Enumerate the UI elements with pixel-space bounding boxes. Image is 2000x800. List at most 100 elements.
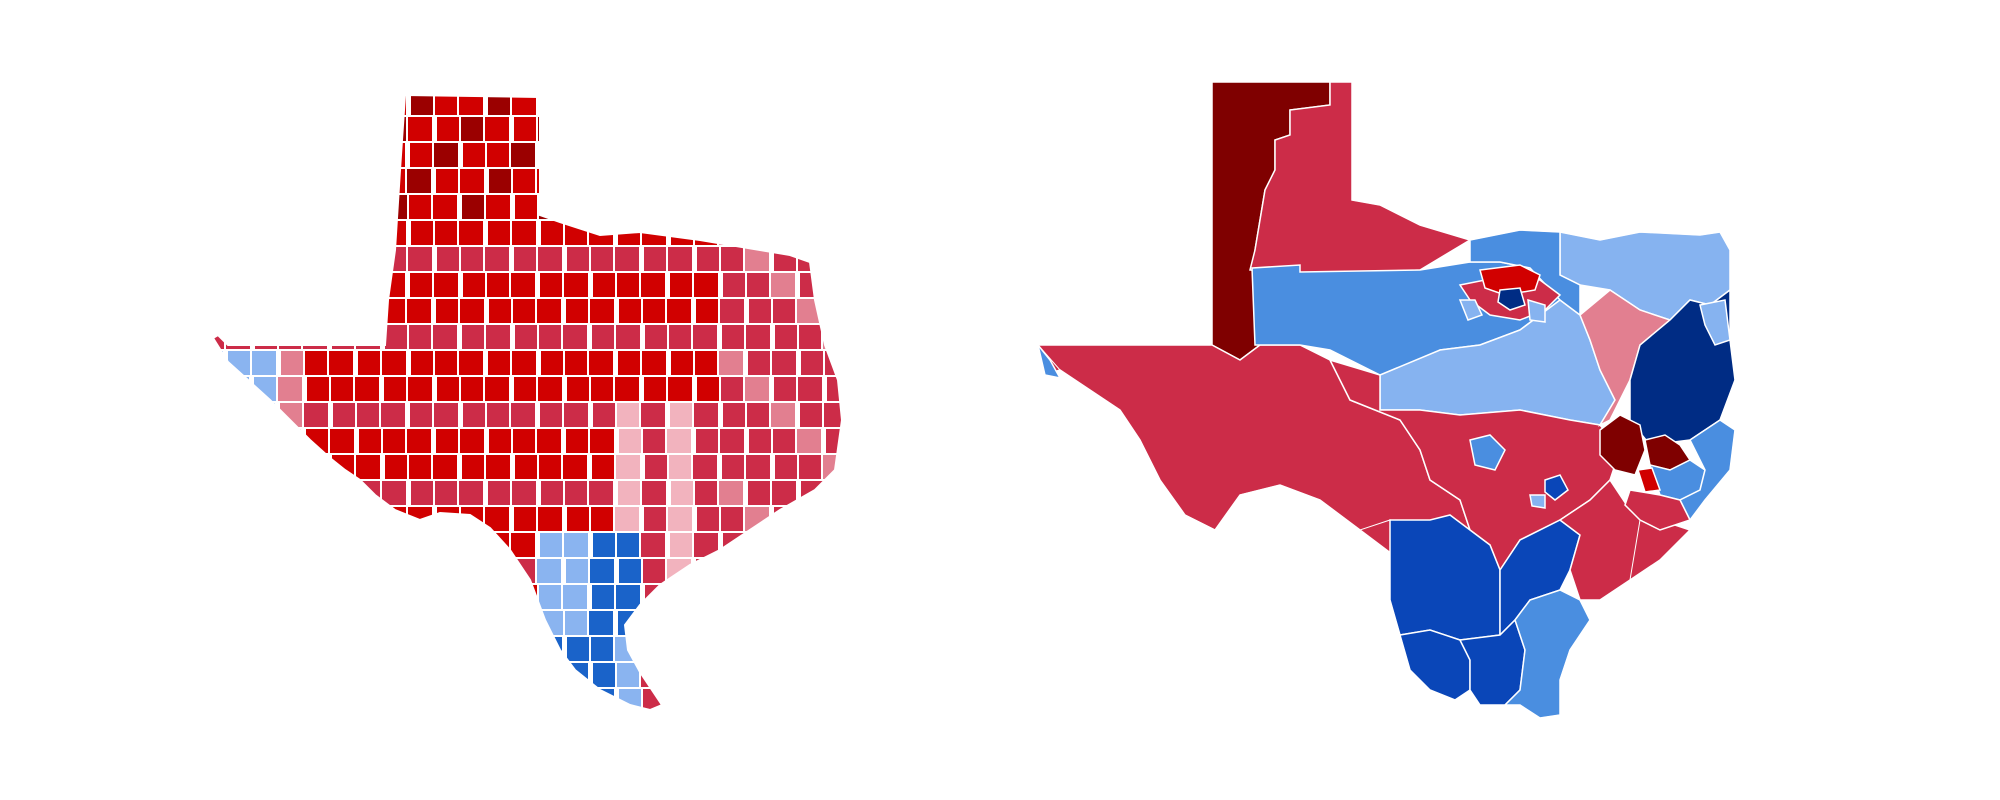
county-cell xyxy=(434,297,462,325)
county-cell xyxy=(225,531,253,559)
county-cell xyxy=(405,427,433,455)
county-cell xyxy=(694,167,722,195)
county-cell xyxy=(822,141,842,169)
county-cell xyxy=(613,375,641,403)
county-cell xyxy=(278,141,306,169)
county-cell xyxy=(253,453,281,481)
county-cell xyxy=(512,245,540,273)
county-cell xyxy=(408,401,436,429)
county-cell xyxy=(432,531,460,559)
county-cell xyxy=(692,271,720,299)
county-cell xyxy=(746,479,774,507)
county-cell xyxy=(327,479,355,507)
county-cell xyxy=(510,349,538,377)
county-cell xyxy=(484,583,512,611)
county-cell xyxy=(279,95,307,117)
county-cell xyxy=(643,193,671,221)
county-cell xyxy=(483,245,511,273)
county-cell xyxy=(825,635,842,663)
county-cell xyxy=(667,193,695,221)
county-cell xyxy=(380,349,408,377)
county-cell xyxy=(799,609,827,637)
county-cell xyxy=(213,95,225,117)
county-cell xyxy=(563,609,591,637)
county-cell xyxy=(694,687,722,710)
county-cell xyxy=(485,401,513,429)
county-cell xyxy=(433,95,461,117)
county-cell xyxy=(510,219,538,247)
county-cell xyxy=(798,714,824,740)
texas-district-map-svg xyxy=(1036,81,1736,719)
county-cell xyxy=(616,95,644,117)
county-cell xyxy=(823,609,842,637)
county-cell xyxy=(514,714,540,740)
district-coastal-mid xyxy=(1558,478,1692,601)
county-cell xyxy=(226,95,254,117)
county-cell xyxy=(457,609,485,637)
county-cell xyxy=(408,531,436,559)
county-cell xyxy=(353,375,381,403)
county-cell xyxy=(380,609,408,637)
county-cell xyxy=(251,557,279,585)
county-cell xyxy=(213,271,229,299)
county-cell xyxy=(538,661,566,689)
county-cell xyxy=(461,714,487,740)
county-cell xyxy=(327,219,355,247)
county-cell xyxy=(381,687,409,710)
county-cell xyxy=(614,193,642,221)
county-cell xyxy=(617,167,645,195)
county-cell xyxy=(721,714,747,740)
county-cell xyxy=(721,271,749,299)
county-cell xyxy=(639,661,667,689)
county-cell xyxy=(614,453,642,481)
county-cell xyxy=(771,687,799,710)
county-cell xyxy=(591,401,619,429)
county-cell xyxy=(301,193,329,221)
county-cell xyxy=(561,193,589,221)
county-cell xyxy=(213,245,227,273)
county-cell xyxy=(355,531,383,559)
county-cell xyxy=(537,583,565,611)
county-cell xyxy=(383,583,411,611)
county-cell xyxy=(354,453,382,481)
county-cell xyxy=(224,193,252,221)
county-cell xyxy=(719,635,747,663)
county-cell xyxy=(406,375,434,403)
county-cell xyxy=(770,95,798,117)
county-cell xyxy=(668,661,696,689)
county-cell xyxy=(409,95,437,117)
county-cell xyxy=(275,427,303,455)
county-cell xyxy=(357,687,385,710)
county-cell xyxy=(747,167,775,195)
county-cell xyxy=(769,531,797,559)
county-cell xyxy=(694,557,722,585)
county-cell xyxy=(253,193,281,221)
county-cell xyxy=(770,219,798,247)
county-cell xyxy=(353,245,381,273)
county-cell xyxy=(458,167,486,195)
county-cell xyxy=(718,297,746,325)
county-cell xyxy=(457,349,485,377)
county-cell xyxy=(821,193,842,221)
county-cell xyxy=(513,193,541,221)
county-cell xyxy=(614,323,642,351)
county-cell xyxy=(305,245,333,273)
county-cell xyxy=(405,297,433,325)
county-cell xyxy=(487,557,515,585)
county-cell xyxy=(382,635,410,663)
county-cell xyxy=(668,531,696,559)
county-cell xyxy=(565,245,593,273)
county-cell xyxy=(201,714,227,740)
county-cell xyxy=(771,297,799,325)
county-cell xyxy=(331,271,359,299)
county-cell xyxy=(227,687,255,710)
county-cell xyxy=(822,714,848,740)
county-cell xyxy=(302,714,328,740)
county-cell xyxy=(304,427,332,455)
county-cell xyxy=(213,115,227,143)
county-cell xyxy=(719,115,747,143)
county-cell xyxy=(509,141,537,169)
county-cell xyxy=(743,375,771,403)
county-cell xyxy=(511,427,539,455)
county-cell xyxy=(588,427,616,455)
